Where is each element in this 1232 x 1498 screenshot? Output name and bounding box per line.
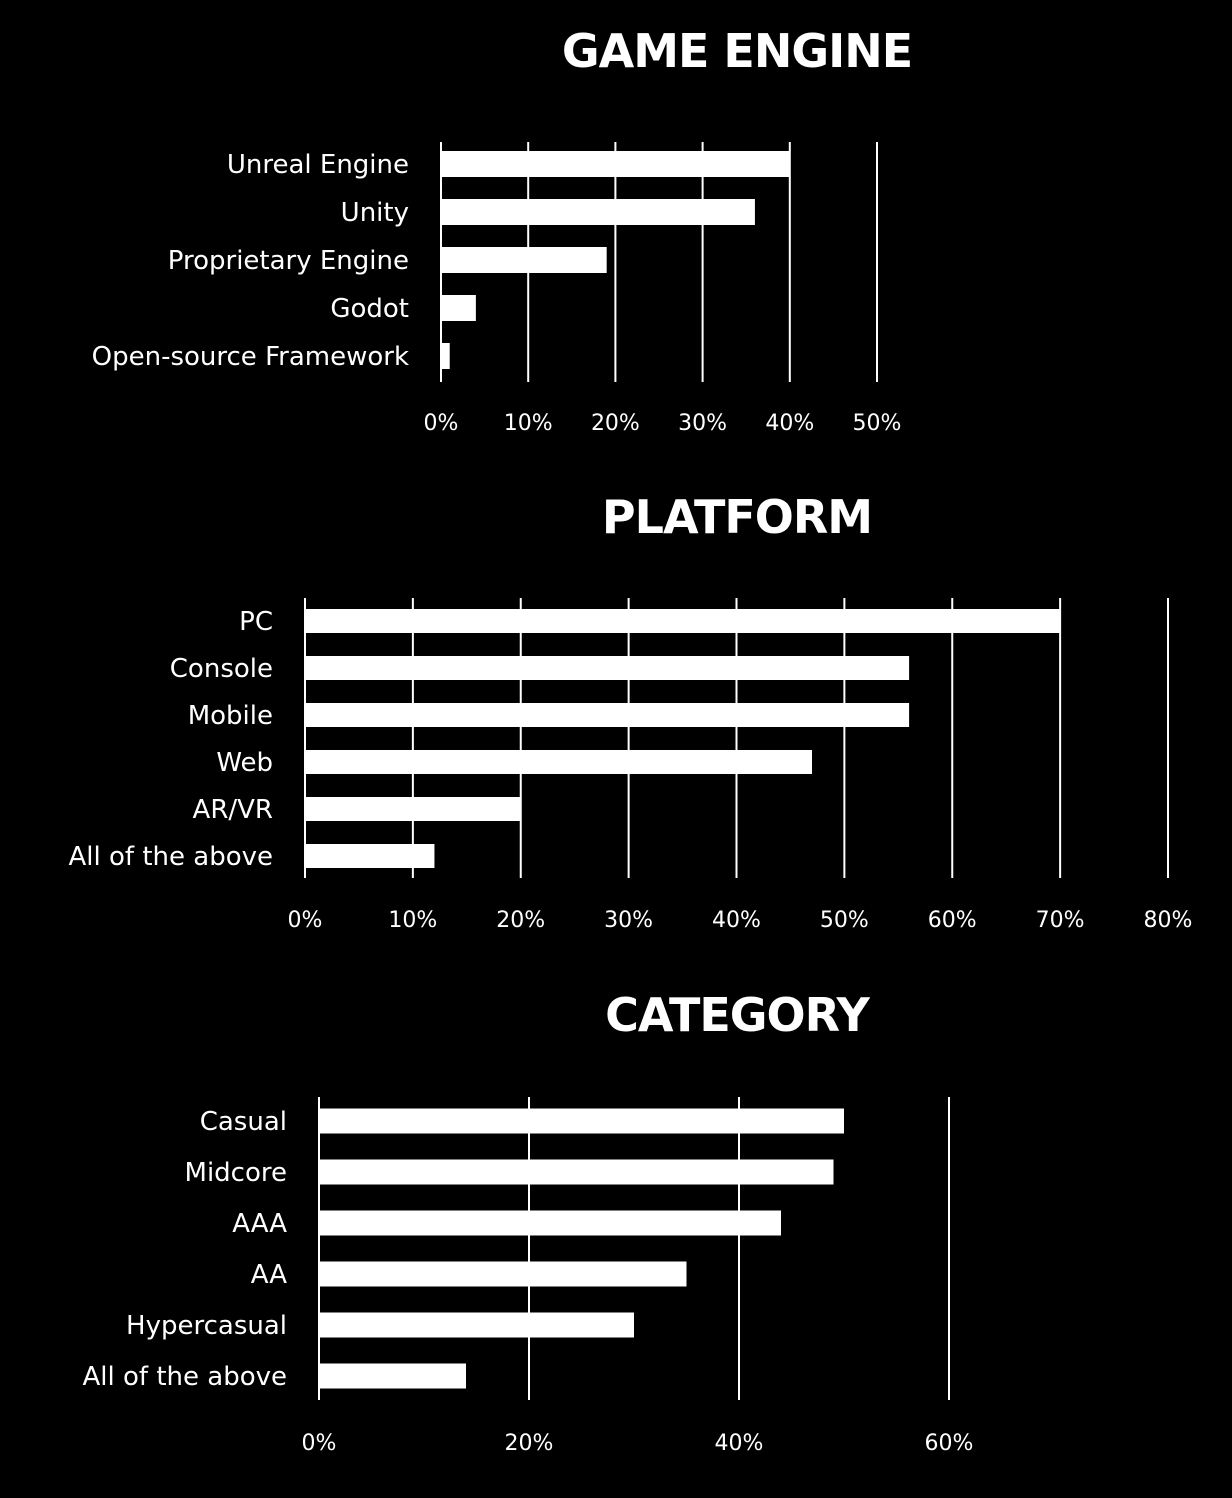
bar bbox=[319, 1312, 634, 1338]
category-label: Mobile bbox=[188, 701, 273, 731]
category-label: Godot bbox=[330, 294, 409, 324]
x-tick-label: 20% bbox=[591, 411, 640, 436]
category-label: Web bbox=[216, 748, 273, 778]
bar bbox=[441, 343, 450, 369]
x-tick-label: 30% bbox=[678, 411, 727, 436]
bar bbox=[441, 151, 790, 177]
bar bbox=[319, 1210, 781, 1236]
category-label: Proprietary Engine bbox=[168, 246, 409, 276]
category-label: Open-source Framework bbox=[92, 342, 409, 372]
bar bbox=[305, 703, 910, 727]
x-tick-label: 40% bbox=[712, 908, 761, 933]
category-label: Console bbox=[170, 654, 273, 684]
bar bbox=[319, 1159, 834, 1185]
x-tick-label: 50% bbox=[820, 908, 869, 933]
category-label: Unreal Engine bbox=[227, 150, 409, 180]
x-tick-label: 50% bbox=[853, 411, 902, 436]
category-label: Midcore bbox=[185, 1158, 287, 1188]
x-tick-label: 0% bbox=[302, 1431, 337, 1456]
category-label: Casual bbox=[200, 1107, 287, 1137]
category-label: All of the above bbox=[83, 1362, 287, 1392]
bar bbox=[319, 1363, 466, 1389]
category-label: PC bbox=[239, 607, 273, 637]
bar bbox=[441, 199, 755, 225]
category-label: AA bbox=[251, 1260, 288, 1290]
x-tick-label: 0% bbox=[424, 411, 459, 436]
category-label: Hypercasual bbox=[126, 1311, 287, 1341]
bar bbox=[305, 750, 813, 774]
bar bbox=[319, 1261, 687, 1287]
bar bbox=[305, 797, 521, 821]
x-tick-label: 60% bbox=[928, 908, 977, 933]
category-label: AR/VR bbox=[193, 795, 273, 825]
bar bbox=[319, 1108, 844, 1134]
bar bbox=[305, 656, 910, 680]
x-tick-label: 20% bbox=[496, 908, 545, 933]
x-tick-label: 40% bbox=[715, 1431, 764, 1456]
category-label: AAA bbox=[232, 1209, 287, 1239]
category-label: All of the above bbox=[69, 842, 273, 872]
x-tick-label: 0% bbox=[288, 908, 323, 933]
bar bbox=[305, 844, 435, 868]
x-tick-label: 80% bbox=[1144, 908, 1193, 933]
x-tick-label: 10% bbox=[388, 908, 437, 933]
bar bbox=[441, 295, 476, 321]
x-tick-label: 40% bbox=[765, 411, 814, 436]
x-tick-label: 20% bbox=[505, 1431, 554, 1456]
bar bbox=[305, 609, 1061, 633]
x-tick-label: 30% bbox=[604, 908, 653, 933]
category-label: Unity bbox=[341, 198, 409, 228]
chart-title-game-engine: GAME ENGINE bbox=[561, 24, 913, 78]
x-tick-label: 60% bbox=[925, 1431, 974, 1456]
chart-title-platform: PLATFORM bbox=[601, 490, 873, 544]
x-tick-label: 10% bbox=[504, 411, 553, 436]
chart-title-category: CATEGORY bbox=[605, 988, 870, 1042]
x-tick-label: 70% bbox=[1036, 908, 1085, 933]
bar bbox=[441, 247, 607, 273]
